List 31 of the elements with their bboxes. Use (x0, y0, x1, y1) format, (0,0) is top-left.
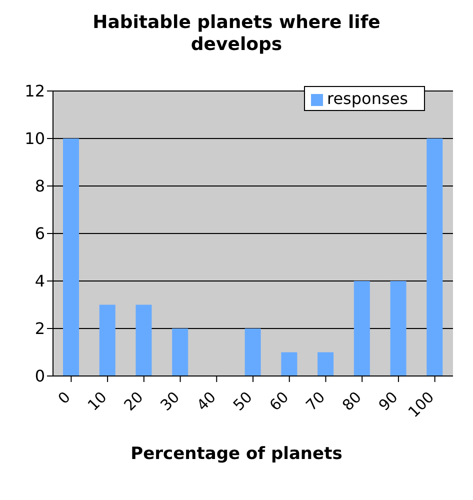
x-tick-label: 60 (266, 388, 292, 414)
y-tick-label: 8 (34, 176, 45, 196)
x-tick-label: 30 (156, 388, 184, 414)
x-tick-label: 50 (230, 388, 256, 414)
x-tick-label: 70 (302, 388, 329, 414)
bar (136, 304, 152, 376)
x-tick-label: 90 (375, 388, 402, 414)
x-tick-label: 10 (84, 388, 110, 414)
y-tick-label: 2 (34, 319, 45, 338)
bar (63, 138, 79, 376)
y-tick-label: 12 (24, 82, 45, 101)
bar (281, 352, 298, 376)
bar (426, 138, 443, 376)
y-tick-label: 10 (24, 129, 45, 148)
x-tick-label: 100 (404, 388, 438, 422)
bar (390, 281, 406, 376)
bar (318, 352, 334, 376)
y-tick-label: 4 (34, 272, 45, 291)
x-axis-title: Percentage of planets (130, 444, 344, 464)
bar (354, 281, 370, 376)
legend-label: responses (326, 89, 408, 108)
x-tick-label: 0 (54, 388, 74, 408)
x-tick-label: 40 (193, 388, 220, 414)
x-tick-label: 80 (338, 388, 365, 414)
bar (172, 328, 188, 376)
bar (99, 304, 116, 376)
bar (244, 328, 261, 376)
x-tick-label: 20 (120, 388, 147, 414)
y-tick-label: 0 (34, 366, 45, 386)
y-tick-label: 6 (34, 224, 45, 244)
chart-title: Habitable planets where life develops (92, 11, 382, 56)
